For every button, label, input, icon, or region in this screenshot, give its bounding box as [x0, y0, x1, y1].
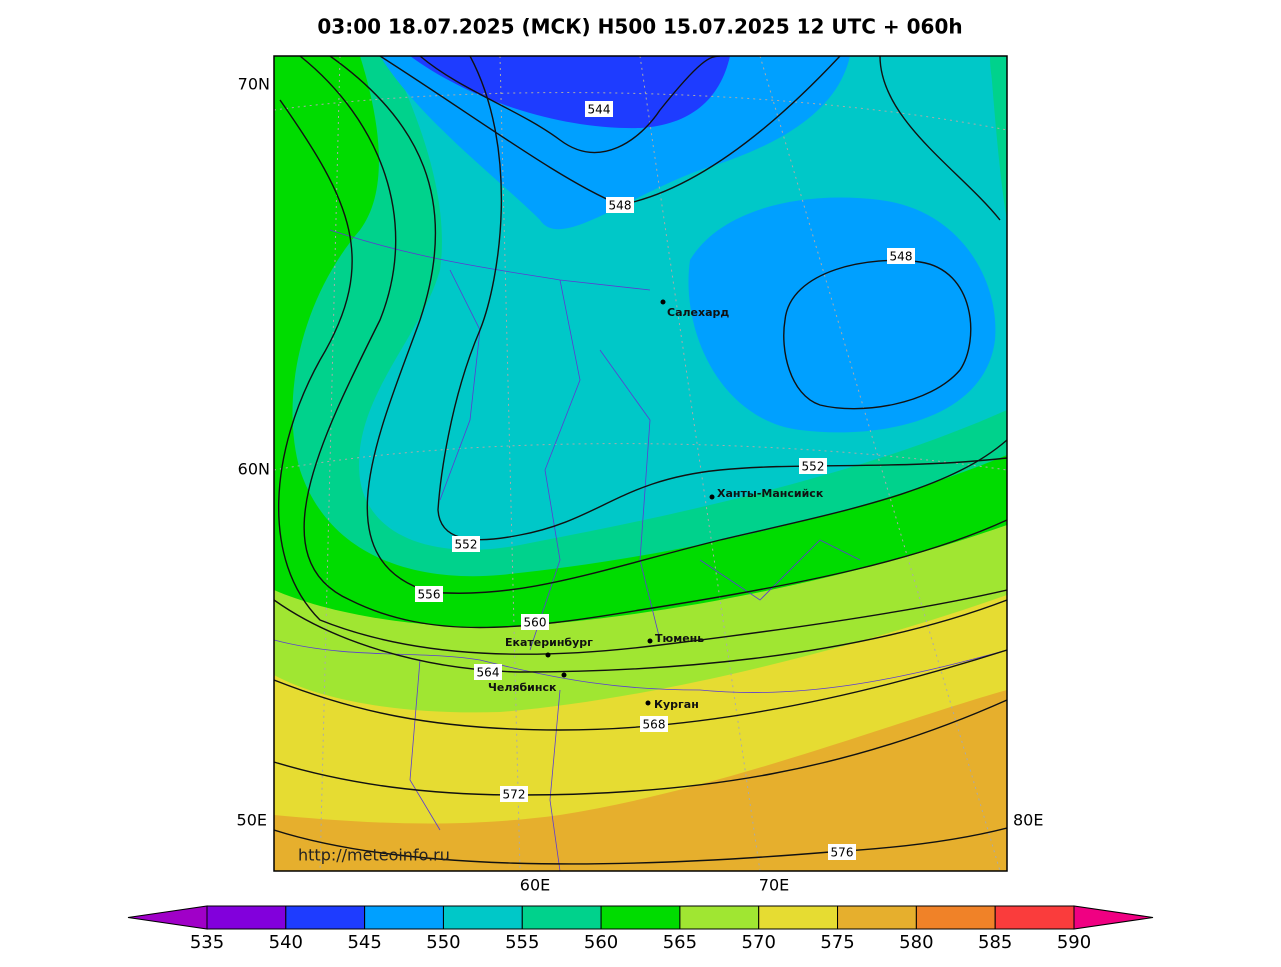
- cities: Салехард Ханты-Мансийск Екатеринбург Тюм…: [488, 299, 824, 711]
- colorbar-tick-label: 585: [978, 932, 1012, 953]
- contour-label: 564: [477, 666, 500, 680]
- colorbar-tick-label: 550: [426, 932, 460, 953]
- colorbar-tick-label: 575: [820, 932, 854, 953]
- lat-label: 70N: [238, 75, 270, 94]
- colorbar-box: [915, 905, 996, 930]
- city-label: Екатеринбург: [505, 636, 593, 649]
- colorbar-box: [285, 905, 366, 930]
- lat-label: 60N: [238, 460, 270, 479]
- lon-label: 70E: [759, 876, 789, 895]
- colorbar-tick-label: 560: [584, 932, 618, 953]
- lon-label: 80E: [1013, 811, 1043, 830]
- map-fields: [274, 56, 1007, 871]
- colorbar-tick-label: 570: [742, 932, 776, 953]
- map-frame: [273, 55, 1008, 872]
- colorbar-tick-label: 555: [505, 932, 539, 953]
- lon-label: 60E: [520, 876, 550, 895]
- contour-label: 548: [890, 250, 913, 264]
- lon-label: 50E: [237, 811, 267, 830]
- contour-label: 560: [524, 616, 547, 630]
- colorbar-box: [600, 905, 681, 930]
- contour-label: 552: [455, 538, 478, 552]
- colorbar-box: [364, 905, 444, 930]
- contour-label: 572: [503, 788, 526, 802]
- title: 03:00 18.07.2025 (МСК) H500 15.07.2025 1…: [317, 15, 962, 39]
- colorbar-box: [206, 905, 287, 930]
- colorbar-tick-label: 540: [269, 932, 303, 953]
- city-label: Челябинск: [488, 681, 557, 694]
- colorbar-box: [994, 905, 1075, 930]
- colorbar-tick-label: 545: [347, 932, 381, 953]
- contour-labels: 544 548 548 552 552 556 560 564 568 572 …: [415, 101, 915, 860]
- city-label: Тюмень: [655, 632, 704, 645]
- contour-label: 548: [609, 199, 632, 213]
- contour-label: 568: [643, 718, 666, 732]
- contour-label: 552: [802, 460, 825, 474]
- colorbar-tick-label: 535: [190, 932, 224, 953]
- colorbar-box: [679, 905, 760, 930]
- colorbar-box: [521, 905, 602, 930]
- colorbar-tick-label: 565: [663, 932, 697, 953]
- city-label: Курган: [654, 698, 699, 711]
- contour-label: 576: [831, 846, 854, 860]
- colorbar-tick-label: 590: [1057, 932, 1091, 953]
- colorbar: 535 540 545 550 555 560 565 570 575 580 585 590: [127, 905, 1154, 953]
- colorbar-tick-label: 580: [899, 932, 933, 953]
- contour-label: 544: [588, 103, 611, 117]
- source-url: http://meteoinfo.ru: [298, 846, 450, 865]
- city-label: Ханты-Мансийск: [717, 487, 824, 500]
- colorbar-arrow: [127, 905, 208, 930]
- colorbar-box: [442, 905, 523, 930]
- city-label: Салехард: [667, 306, 729, 319]
- contour-label: 556: [418, 588, 441, 602]
- colorbar-box: [837, 905, 917, 930]
- colorbar-arrow: [1073, 905, 1154, 930]
- colorbar-box: [758, 905, 839, 930]
